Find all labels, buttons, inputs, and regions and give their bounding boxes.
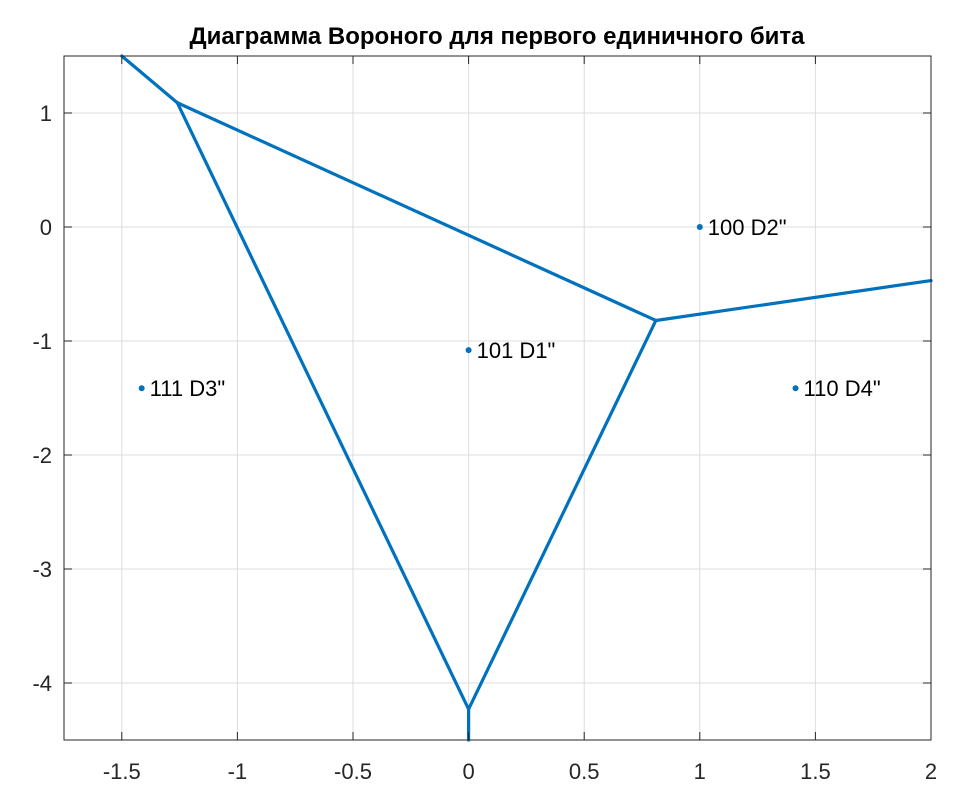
- axes-box: [63, 55, 932, 741]
- x-tick-label: 1.5: [800, 759, 831, 784]
- chart-title: Диаграмма Вороного для первого единичног…: [189, 23, 805, 50]
- y-tick-label: -3: [32, 557, 52, 582]
- voronoi-edge: [467, 318, 658, 711]
- point-marker: [792, 385, 799, 392]
- y-tick-label: -2: [32, 443, 52, 468]
- point-marker: [138, 385, 145, 392]
- voronoi-edges: [120, 54, 933, 742]
- point-marker: [465, 347, 472, 354]
- x-tick-label: 0.5: [569, 759, 600, 784]
- y-tick-label: -4: [32, 671, 52, 696]
- point-marker: [696, 224, 703, 230]
- x-tick-label: 2: [925, 759, 937, 784]
- voronoi-edge: [120, 54, 179, 105]
- y-tick-label: -1: [32, 329, 52, 354]
- y-tick-label: 1: [40, 101, 52, 126]
- axis-ticks: -1.5 -1 -0.5 0 0.5 1 1.5 2 1 0 -1 -2 -3 -4: [32, 56, 937, 784]
- data-points: 101 D1" 100 D2" 111 D3" 110 D4": [138, 215, 881, 401]
- y-tick-label: 0: [40, 215, 52, 240]
- x-tick-label: -1.5: [103, 759, 141, 784]
- x-tick-label: -0.5: [334, 759, 372, 784]
- voronoi-edge: [654, 278, 933, 323]
- x-tick-label: -1: [228, 759, 248, 784]
- point-label: 100 D2": [708, 215, 787, 240]
- point-label: 101 D1": [477, 338, 556, 363]
- voronoi-edge: [175, 101, 471, 711]
- point-label: 110 D4": [804, 376, 881, 401]
- x-tick-label: 0: [462, 759, 474, 784]
- grid: [64, 56, 932, 740]
- point-label: 111 D3": [150, 376, 226, 401]
- voronoi-edge: [175, 101, 658, 323]
- x-tick-label: 1: [694, 759, 706, 784]
